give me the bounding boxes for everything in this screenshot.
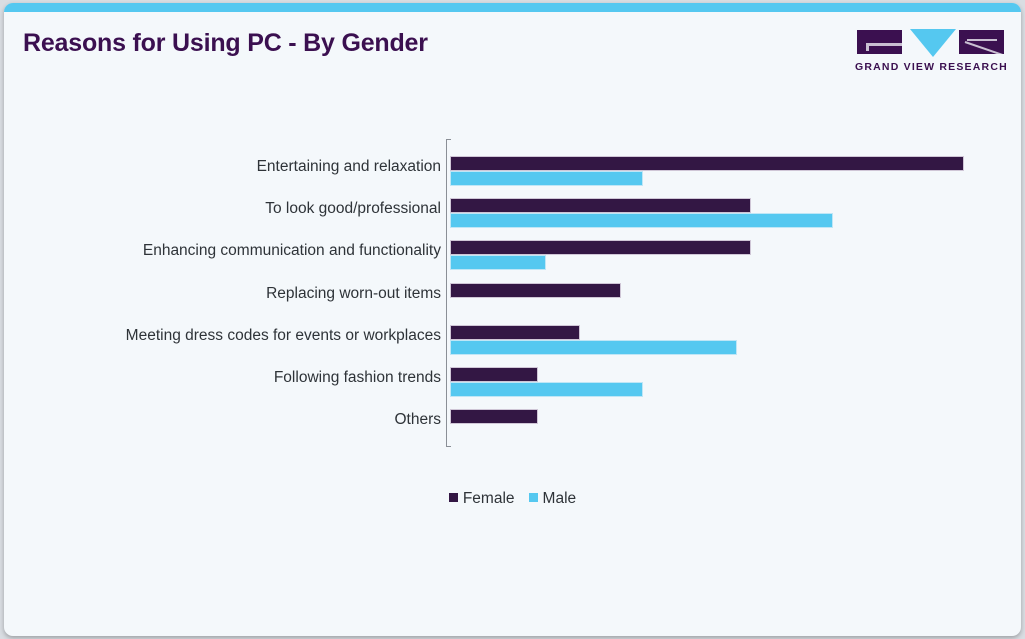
bar-male[interactable] xyxy=(450,255,547,271)
logo-marks xyxy=(855,27,1005,57)
bar-female[interactable] xyxy=(450,409,538,425)
logo-wordmark: GRAND VIEW RESEARCH xyxy=(855,61,1008,73)
logo-g-mark-icon xyxy=(857,30,902,54)
top-accent-bar xyxy=(4,3,1021,12)
bar-female[interactable] xyxy=(450,367,538,382)
chart-category-row: Others xyxy=(4,404,1021,447)
bar-female[interactable] xyxy=(450,282,622,298)
chart-category-row: Entertaining and relaxation xyxy=(4,151,1021,194)
legend-label: Female xyxy=(462,490,515,507)
category-axis-label: To look good/professional xyxy=(265,200,441,218)
legend-item-female[interactable]: Female xyxy=(448,490,515,508)
category-axis-label: Entertaining and relaxation xyxy=(256,158,441,175)
legend-item-male[interactable]: Male xyxy=(528,490,577,508)
category-axis-label: Replacing worn-out items xyxy=(266,284,441,302)
bar-male[interactable] xyxy=(450,382,643,397)
chart-category-row: Meeting dress codes for events or workpl… xyxy=(4,320,1021,363)
chart-category-row: To look good/professional xyxy=(4,193,1021,236)
logo-v-triangle-icon xyxy=(910,29,956,57)
grand-view-research-logo: GRAND VIEW RESEARCH xyxy=(855,27,1008,82)
bar-male[interactable] xyxy=(450,171,643,186)
bar-male[interactable] xyxy=(450,213,833,229)
bar-female[interactable] xyxy=(450,198,752,214)
category-axis-label: Meeting dress codes for events or workpl… xyxy=(125,326,441,344)
bar-female[interactable] xyxy=(450,156,964,171)
legend-swatch-male-icon xyxy=(528,493,538,502)
bar-chart: Entertaining and relaxation To look good/… xyxy=(4,3,1021,636)
category-axis xyxy=(446,139,451,447)
chart-category-row: Enhancing communication and functionalit… xyxy=(4,235,1021,278)
category-axis-label: Others xyxy=(394,411,441,429)
logo-r-mark-icon xyxy=(959,30,1004,54)
page-title: Reasons for Using PC - By Gender xyxy=(23,29,428,57)
chart-category-row: Replacing worn-out items xyxy=(4,278,1021,321)
bar-male[interactable] xyxy=(450,339,737,355)
bar-female[interactable] xyxy=(450,240,752,256)
legend-label: Male xyxy=(542,490,577,507)
slide-canvas: Reasons for Using PC - By Gender GRAND V… xyxy=(4,3,1021,636)
bar-female[interactable] xyxy=(450,324,581,340)
legend-swatch-female-icon xyxy=(448,493,458,502)
chart-category-row: Following fashion trends xyxy=(4,362,1021,405)
category-axis-label: Enhancing communication and functionalit… xyxy=(142,242,441,260)
chart-legend: Female Male xyxy=(4,490,1021,508)
category-axis-label: Following fashion trends xyxy=(273,369,441,386)
